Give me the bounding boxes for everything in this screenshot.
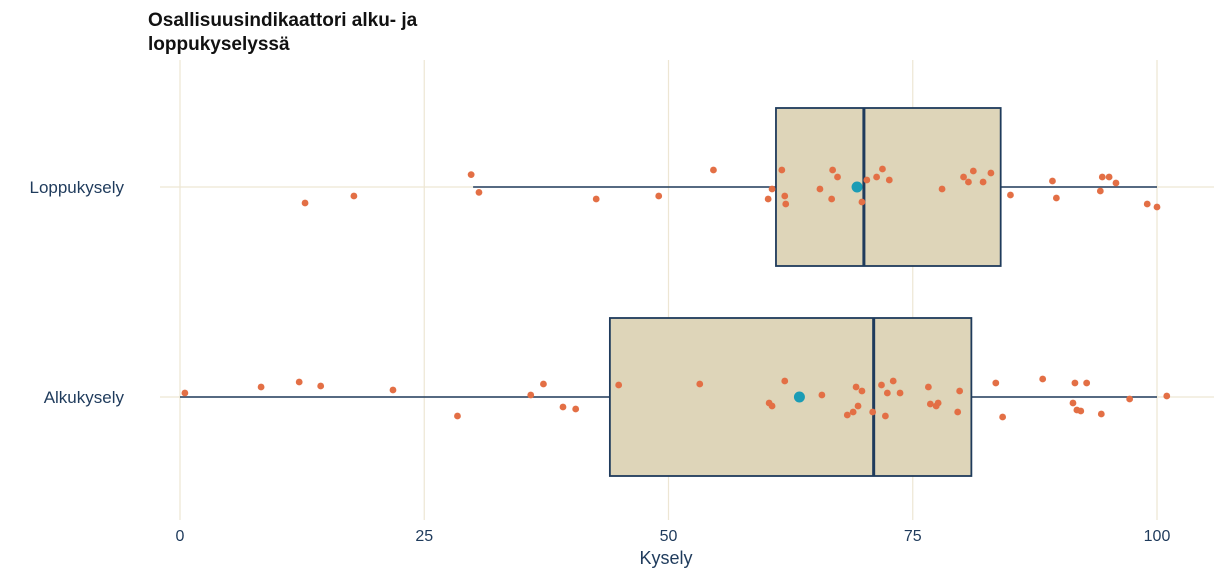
data-point-alkukysely: [257, 383, 265, 391]
box-layer: [180, 107, 1157, 477]
data-point-loppukysely: [768, 185, 776, 193]
chart-title-line2: loppukyselyssä: [148, 34, 290, 55]
data-point-loppukysely: [1096, 187, 1104, 195]
data-point-alkukysely: [454, 412, 461, 420]
data-point-loppukysely: [782, 200, 790, 208]
data-point-loppukysely: [1153, 203, 1161, 211]
data-point-alkukysely: [615, 381, 623, 389]
data-point-loppukysely: [1143, 200, 1151, 208]
data-point-alkukysely: [878, 381, 885, 389]
data-point-loppukysely: [467, 171, 475, 179]
data-point-loppukysely: [1049, 177, 1056, 185]
data-point-loppukysely: [592, 195, 600, 203]
data-point-alkukysely: [889, 377, 897, 385]
chart-title-line1: Osallisuusindikaattori alku- ja: [148, 10, 418, 31]
data-point-alkukysely: [992, 379, 1000, 387]
data-point-alkukysely: [954, 408, 962, 416]
data-point-loppukysely: [350, 192, 358, 200]
data-point-loppukysely: [816, 185, 824, 193]
data-point-alkukysely: [843, 411, 851, 419]
box-loppukysely: [775, 107, 1002, 267]
data-point-loppukysely: [1112, 179, 1120, 187]
data-point-alkukysely: [1071, 379, 1079, 387]
data-point-alkukysely: [883, 389, 891, 397]
data-point-loppukysely: [710, 166, 717, 174]
data-point-alkukysely: [1039, 375, 1047, 383]
data-point-alkukysely: [852, 383, 860, 391]
data-point-loppukysely: [863, 176, 871, 184]
data-point-loppukysely: [979, 178, 987, 186]
data-point-alkukysely: [1126, 395, 1134, 403]
data-point-loppukysely: [873, 173, 881, 181]
data-point-alkukysely: [858, 387, 866, 395]
data-point-loppukysely: [781, 192, 789, 200]
data-point-loppukysely: [938, 185, 946, 193]
label-layer: 0 25 50 75 100 Loppukysely Alkukysely: [29, 178, 1170, 545]
data-point-loppukysely: [829, 166, 837, 174]
data-point-loppukysely: [965, 178, 972, 186]
data-point-loppukysely: [1098, 173, 1106, 181]
data-point-alkukysely: [999, 413, 1007, 421]
data-point-alkukysely: [559, 403, 567, 411]
x-tick-label-25: 25: [415, 528, 433, 545]
data-point-alkukysely: [181, 389, 189, 397]
x-axis-title: Kysely: [639, 548, 692, 568]
data-point-loppukysely: [764, 195, 772, 203]
data-point-alkukysely: [881, 412, 889, 420]
data-point-loppukysely: [1007, 191, 1014, 199]
data-point-alkukysely: [956, 387, 964, 395]
data-point-alkukysely: [869, 408, 877, 416]
data-point-loppukysely: [879, 165, 886, 173]
data-point-alkukysely: [818, 391, 826, 399]
data-point-alkukysely: [1097, 410, 1105, 418]
data-point-alkukysely: [1163, 392, 1171, 400]
data-point-alkukysely: [317, 382, 325, 390]
data-point-loppukysely: [828, 195, 836, 203]
data-point-loppukysely: [778, 166, 786, 174]
data-point-alkukysely: [849, 408, 857, 416]
data-point-alkukysely: [1077, 407, 1085, 415]
data-point-loppukysely: [960, 173, 967, 181]
data-point-alkukysely: [768, 402, 776, 410]
data-point-alkukysely: [926, 400, 934, 408]
data-point-alkukysely: [781, 377, 789, 385]
data-point-loppukysely: [885, 176, 893, 184]
data-point-loppukysely: [834, 173, 841, 181]
data-point-alkukysely: [389, 386, 397, 394]
data-point-alkukysely: [854, 402, 862, 410]
x-tick-label-50: 50: [660, 528, 678, 545]
data-point-loppukysely: [987, 169, 995, 177]
data-point-loppukysely: [475, 189, 483, 196]
data-point-loppukysely: [1105, 173, 1113, 181]
mean-point-alkukysely: [793, 391, 805, 403]
x-tick-label-100: 100: [1144, 528, 1171, 545]
data-point-alkukysely: [934, 399, 942, 407]
data-point-loppukysely: [301, 199, 309, 207]
x-tick-label-75: 75: [904, 528, 922, 545]
data-point-alkukysely: [896, 389, 904, 397]
mean-point-loppukysely: [851, 181, 863, 193]
data-point-loppukysely: [969, 167, 977, 175]
data-point-loppukysely: [858, 198, 866, 206]
data-point-alkukysely: [295, 378, 303, 386]
data-point-alkukysely: [1069, 399, 1077, 407]
data-point-loppukysely: [1052, 194, 1060, 202]
category-label-loppukysely: Loppukysely: [29, 178, 124, 197]
point-layer: [181, 165, 1171, 421]
data-point-alkukysely: [696, 380, 704, 388]
box-alkukysely: [608, 317, 973, 477]
data-point-alkukysely: [540, 380, 547, 388]
category-label-alkukysely: Alkukysely: [44, 388, 125, 407]
data-point-alkukysely: [924, 383, 932, 391]
data-point-alkukysely: [527, 391, 535, 399]
data-point-alkukysely: [572, 405, 580, 413]
data-point-alkukysely: [1083, 379, 1091, 387]
x-tick-label-0: 0: [176, 528, 185, 545]
data-point-loppukysely: [655, 192, 663, 200]
